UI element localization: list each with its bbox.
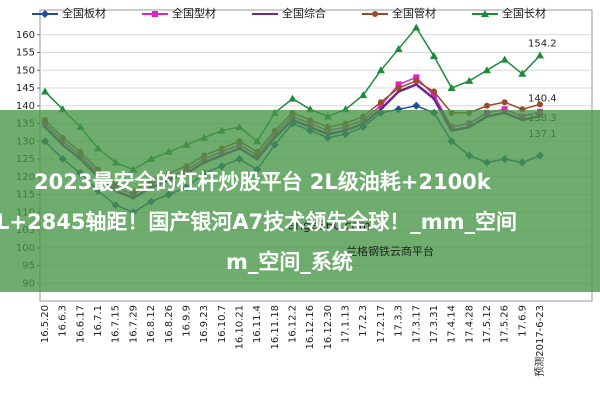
- ad-banner: [0, 110, 600, 292]
- point: [537, 101, 543, 108]
- x-tick-label: 17.3.31: [429, 305, 440, 343]
- x-tick-label: 17.6.9: [517, 305, 528, 337]
- legend-label: 全国板材: [62, 6, 106, 20]
- x-tick-label: 17.2.17: [376, 305, 387, 343]
- x-tick-label: 16.10.21: [234, 305, 245, 350]
- legend-marker: [41, 10, 49, 18]
- point: [412, 23, 421, 31]
- legend-marker: [372, 11, 378, 17]
- x-tick-label: 16.11.4: [252, 305, 263, 343]
- point: [376, 66, 385, 74]
- legend-label: 全国管材: [392, 6, 436, 20]
- x-tick-label: 16.11.18: [270, 305, 281, 350]
- point: [518, 69, 527, 77]
- legend-marker: [481, 10, 489, 17]
- ad-text: L+2845轴距！国产银河A7技术领先全球！_mm_空间: [0, 210, 517, 234]
- x-tick-label: 16.12.2: [288, 305, 299, 343]
- point: [447, 84, 456, 91]
- x-tick-label: 16.6.3: [58, 305, 69, 337]
- x-tick-label: 16.8.26: [164, 305, 175, 343]
- x-tick-label: 17.4.28: [464, 305, 475, 343]
- x-tick-label: 16.10.7: [217, 305, 228, 343]
- legend-label: 全国长材: [502, 6, 546, 20]
- point: [288, 94, 297, 102]
- y-tick-label: 145: [16, 83, 35, 94]
- point: [413, 74, 420, 81]
- x-tick-label: 17.2.3: [358, 305, 369, 337]
- watermark: ange360.com: [288, 219, 370, 233]
- ad-text: m_空间_系统: [226, 250, 353, 274]
- point: [395, 85, 402, 91]
- x-tick-label: 17.3.3: [394, 305, 405, 337]
- point: [501, 106, 508, 113]
- x-tick-label: 17.3.17: [411, 305, 422, 343]
- x-tick-label: 17.1.13: [341, 305, 352, 343]
- legend-label: 全国综合: [282, 6, 326, 20]
- y-tick-label: 150: [16, 65, 35, 76]
- x-tick-label: 16.12.30: [323, 305, 334, 350]
- point: [465, 76, 474, 84]
- point: [429, 52, 438, 60]
- x-tick-label: 17.5.12: [482, 305, 493, 343]
- point: [359, 91, 368, 99]
- point: [395, 81, 402, 88]
- point: [432, 97, 436, 101]
- point: [482, 66, 491, 74]
- y-tick-label: 155: [16, 48, 35, 59]
- x-tick-label: 预测2017-6-23: [533, 305, 546, 377]
- legend-label: 全国型材: [172, 6, 216, 20]
- point: [501, 99, 508, 106]
- x-tick-label: 16.7.29: [128, 305, 139, 343]
- point: [536, 51, 544, 59]
- x-tick-label: 16.7.1: [93, 305, 104, 337]
- point: [377, 99, 384, 106]
- data-label: 154.2: [528, 38, 557, 49]
- data-label: 140.4: [528, 93, 557, 104]
- x-tick-label: 16.9.23: [199, 305, 210, 343]
- point: [394, 44, 403, 52]
- point: [430, 92, 437, 99]
- point: [483, 102, 490, 109]
- point: [377, 102, 384, 109]
- point: [430, 88, 437, 95]
- legend-marker: [152, 11, 158, 17]
- point: [500, 55, 509, 63]
- point: [413, 77, 420, 84]
- ad-text: 2023最安全的杠杆炒股平台 2L级油耗+2100k: [34, 170, 492, 194]
- x-tick-label: 16.9.9: [181, 305, 192, 337]
- point: [412, 101, 421, 110]
- point: [41, 87, 49, 95]
- x-tick-label: 16.7.15: [111, 305, 122, 343]
- x-tick-label: 17.4.14: [447, 305, 458, 343]
- x-tick-label: 16.8.12: [146, 305, 157, 343]
- x-tick-label: 16.5.20: [40, 305, 51, 343]
- x-tick-label: 16.6.17: [75, 305, 86, 343]
- x-tick-label: 16.12.16: [305, 305, 316, 350]
- watermark: 兰格钢铁云商平台: [346, 244, 434, 258]
- y-tick-label: 160: [16, 30, 35, 41]
- x-tick-label: 17.5.26: [500, 305, 511, 343]
- y-tick-label: 140: [16, 101, 35, 112]
